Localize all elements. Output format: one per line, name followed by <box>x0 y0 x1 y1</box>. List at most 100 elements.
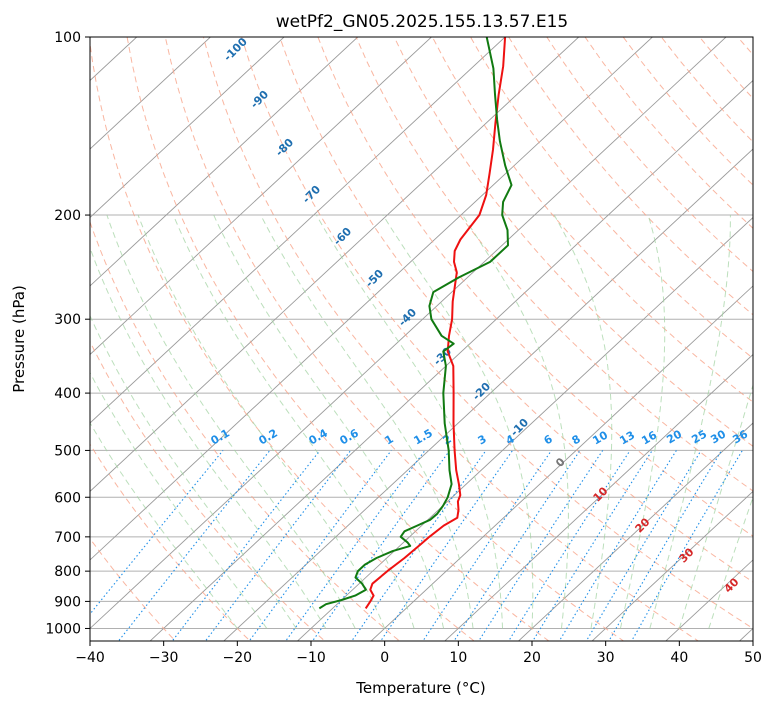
mixing-ratio-label: 0.2 <box>257 426 280 447</box>
x-tick-label: 50 <box>744 650 762 666</box>
moist-adiabat-line <box>90 314 297 629</box>
mixing-ratio-label: 13 <box>617 429 637 448</box>
dry-adiabat-label: -50 <box>363 267 386 290</box>
x-tick-label: −40 <box>75 650 105 666</box>
y-tick-label: 200 <box>54 208 81 224</box>
dry-adiabat-line <box>393 37 753 447</box>
moist-adiabat-line <box>90 421 238 629</box>
isotherm-line <box>665 559 753 641</box>
x-tick-label: 40 <box>670 650 688 666</box>
x-tick-label: −20 <box>223 650 253 666</box>
moist-adiabat-line <box>649 215 731 629</box>
y-tick-label: 300 <box>54 312 81 328</box>
mixing-ratio-line <box>453 450 581 641</box>
dry-adiabat-line <box>90 340 326 641</box>
isotherm-line <box>149 79 753 641</box>
mixing-ratio-label: 25 <box>689 428 709 447</box>
moist-adiabat-line <box>382 214 534 629</box>
isotherm-line <box>591 490 753 641</box>
mixing-ratio-line <box>507 450 631 641</box>
isotherm-line <box>90 37 212 150</box>
isotherm-line <box>90 37 285 219</box>
x-axis: −40 −30 −20 −10 0 10 20 30 40 50 <box>75 641 762 666</box>
dry-adiabat-line <box>584 37 753 229</box>
dry-adiabat-line <box>698 37 753 100</box>
plot-frame <box>89 36 754 642</box>
mixing-ratio-label: 3 <box>476 432 489 447</box>
mixing-ratio-line <box>204 450 352 641</box>
temperature-profile-line <box>364 37 507 609</box>
mixing-ratio-line <box>532 450 653 641</box>
moist-adiabat-line <box>137 214 386 629</box>
dry-adiabat-line <box>164 37 625 641</box>
dry-adiabat-label: -20 <box>470 380 493 403</box>
mixing-ratio-line <box>380 450 514 641</box>
x-tick-label: −10 <box>296 650 326 666</box>
sounding-series <box>318 37 513 610</box>
mixing-ratio-label: 1 <box>383 432 396 447</box>
y-tick-label: 500 <box>54 443 81 459</box>
dry-adiabat-line <box>431 37 753 403</box>
dry-adiabat-line <box>728 0 775 653</box>
moist-adiabat-line <box>213 214 445 629</box>
dry-adiabat-line <box>469 37 753 359</box>
moist-adiabat-line <box>260 214 474 629</box>
dry-adiabat-line <box>90 537 176 641</box>
mixing-ratio-lines <box>90 450 743 641</box>
x-tick-label: −30 <box>149 650 179 666</box>
dry-adiabat-label: -30 <box>431 345 454 368</box>
isotherm-line <box>90 37 433 356</box>
dry-adiabat-line <box>764 0 775 653</box>
mixing-ratio-line <box>285 450 426 641</box>
x-tick-label: 30 <box>597 650 615 666</box>
mixing-ratio-label: 0.1 <box>209 426 232 447</box>
moist-adiabat-label: 40 <box>722 575 742 595</box>
mixing-ratio-line <box>90 450 224 615</box>
dry-adiabat-line <box>90 443 251 641</box>
x-tick-label: 10 <box>449 650 467 666</box>
mixing-ratio-label: 36 <box>730 427 750 446</box>
dry-adiabat-label: -90 <box>248 88 271 111</box>
dewpoint-profile-line <box>318 37 513 610</box>
moist-adiabat-line <box>172 214 415 629</box>
isotherm-line <box>370 285 753 641</box>
mixing-ratio-line <box>171 450 321 641</box>
isotherm-line <box>296 216 753 641</box>
mixing-ratio-line <box>608 450 723 641</box>
dry-adiabat-label: -80 <box>273 136 296 159</box>
isotherm-line <box>444 353 753 641</box>
moist-adiabat-line <box>106 214 356 629</box>
mixing-ratio-label: 0.4 <box>307 426 331 447</box>
mixing-ratio-line <box>558 450 677 641</box>
dry-adiabat-line <box>126 37 550 641</box>
moist-adiabat-line <box>462 214 569 629</box>
y-tick-label: 100 <box>54 30 81 46</box>
moist-adiabat-line <box>315 214 503 629</box>
y-tick-label: 900 <box>54 594 81 610</box>
moist-adiabat-line <box>619 214 666 629</box>
isotherm-line <box>90 37 506 424</box>
dry-adiabat-line <box>90 220 401 641</box>
mixing-ratio-label: 30 <box>708 427 728 446</box>
mixing-ratio-line <box>248 450 392 641</box>
y-tick-label: 1000 <box>45 621 81 637</box>
mixing-ratio-line <box>478 450 604 641</box>
moist-adiabat-line <box>708 495 753 629</box>
mixing-ratio-line <box>585 450 702 641</box>
dry-adiabat-line <box>355 37 753 492</box>
x-tick-label: 0 <box>380 650 389 666</box>
mixing-ratio-label: 1.5 <box>412 426 435 447</box>
y-tick-label: 600 <box>54 490 81 506</box>
moist-adiabat-line <box>90 371 268 629</box>
mixing-ratio-label: 10 <box>590 428 610 447</box>
moist-adiabat-line <box>553 214 613 629</box>
isotherm-line <box>90 37 359 287</box>
y-tick-label: 700 <box>54 530 81 546</box>
y-tick-label: 800 <box>54 564 81 580</box>
dry-adiabat-line <box>508 37 753 316</box>
mixing-ratio-line <box>117 450 271 641</box>
moist-adiabat-line <box>90 246 327 629</box>
moist-adiabat-label: 10 <box>591 484 611 504</box>
dry-adiabat-line <box>660 37 753 143</box>
mixing-ratio-line <box>422 450 552 641</box>
